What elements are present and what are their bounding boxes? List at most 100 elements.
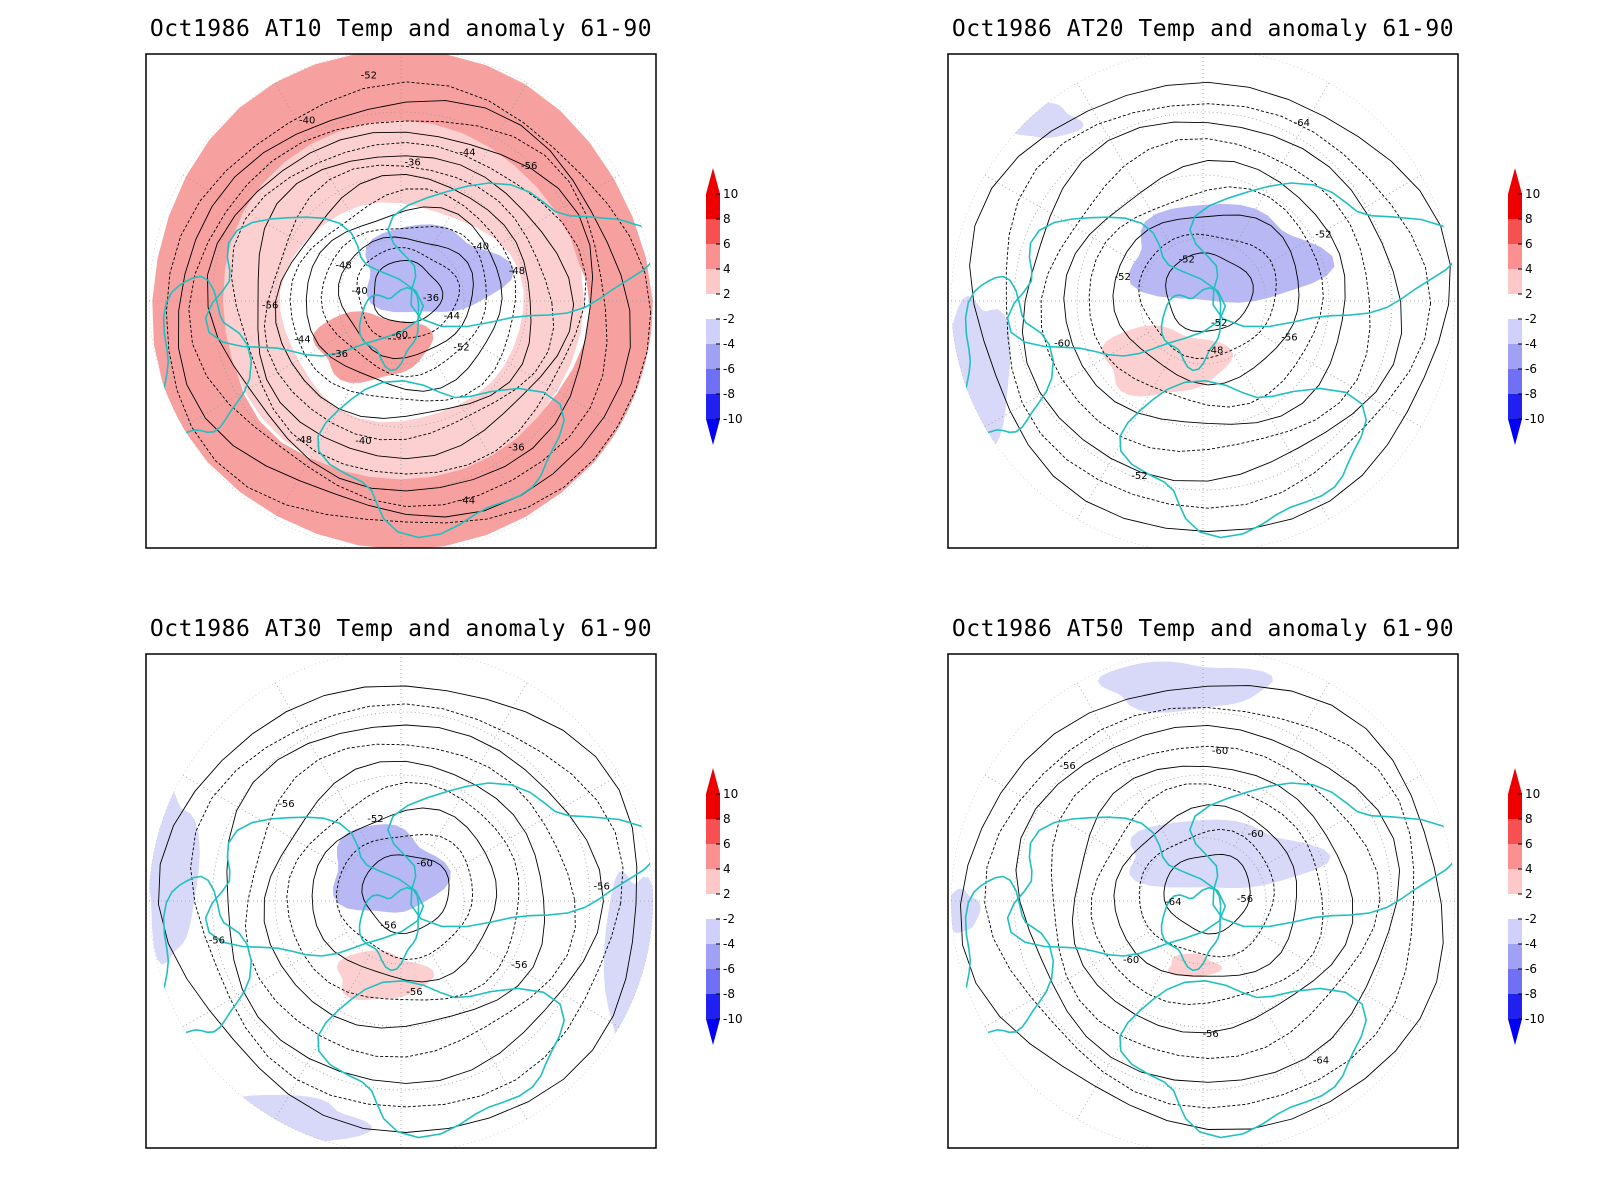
- temperature-contour: [286, 781, 520, 1001]
- latitude-gridline: [1076, 174, 1330, 428]
- coastline: [1189, 182, 1455, 328]
- panel-frame: [947, 53, 1459, 549]
- contour-label: -36: [332, 349, 348, 360]
- latitude-gridline: [1013, 711, 1393, 1091]
- contour-label: -36: [508, 443, 524, 454]
- contour-label: -60: [417, 858, 433, 869]
- contour-label: -48: [335, 261, 351, 272]
- coastline: [1119, 379, 1368, 539]
- contour-label: -56: [278, 799, 294, 810]
- colorbar-label: 10: [1525, 787, 1540, 801]
- contour-label: -52: [453, 342, 469, 353]
- temperature-contour: [361, 854, 450, 935]
- contour-label: -60: [1212, 746, 1228, 757]
- colorbar-label: 4: [723, 262, 731, 276]
- latitude-gridline: [211, 711, 591, 1091]
- colorbar: 10 8 6 4 2 -2 -4 -6 -8 -10: [1508, 168, 1545, 445]
- colorbar-segment: [1508, 919, 1522, 944]
- contour-label: -60: [1054, 339, 1070, 350]
- colorbar-segment: [706, 819, 720, 844]
- temperature-contour: [190, 703, 624, 1108]
- colorbar-label: -8: [723, 387, 735, 401]
- panel-title: Oct1986 AT50 Temp and anomaly 61-90: [951, 616, 1455, 642]
- colorbar-label: -2: [1525, 312, 1537, 326]
- temperature-contour: [305, 206, 503, 392]
- contour-label: -52: [1178, 254, 1194, 265]
- colorbar-label: -8: [723, 987, 735, 1001]
- latitude-gridline: [1013, 111, 1393, 491]
- temperature-contour: [1138, 233, 1277, 359]
- colorbar: 10 8 6 4 2 -2 -4 -6 -8 -10: [706, 168, 743, 445]
- map-panel-3: -56 -52 -56 -56 -60 -56 -56 -56 10 8 6 4 2 -2 -4 -6 -8 -1…: [145, 653, 743, 1149]
- colorbar-label: -10: [1525, 1012, 1545, 1026]
- contour-label: -36: [404, 157, 420, 168]
- colorbar-label: -10: [1525, 412, 1545, 426]
- colorbar-segment: [1508, 319, 1522, 344]
- contour-label: -44: [444, 311, 460, 322]
- colorbar: 10 8 6 4 2 -2 -4 -6 -8 -10: [1508, 768, 1545, 1045]
- contour-label: -52: [361, 70, 377, 81]
- temperature-contour: [263, 164, 555, 441]
- latitude-gridline: [274, 774, 528, 1028]
- anomaly-shading: [603, 870, 653, 1094]
- colorbar-segment: [1508, 894, 1522, 919]
- coastline: [161, 275, 253, 435]
- colorbar-segment: [1508, 844, 1522, 869]
- temperature-contour: [1063, 160, 1346, 425]
- contour-label: -40: [351, 286, 367, 297]
- colorbar-segment: [1508, 994, 1522, 1019]
- contour-label: -56: [1281, 332, 1297, 343]
- temperature-contour: [231, 142, 587, 475]
- colorbar-label: -4: [1525, 337, 1537, 351]
- temperature-contour: [1138, 828, 1275, 958]
- panel-title: Oct1986 AT20 Temp and anomaly 61-90: [951, 16, 1455, 42]
- colorbar-label: -4: [723, 337, 735, 351]
- coastline: [963, 875, 1055, 1035]
- colorbar-label: -10: [723, 1012, 743, 1026]
- colorbar-label: -6: [1525, 962, 1537, 976]
- colorbar-label: 10: [1525, 187, 1540, 201]
- colorbar-label: 2: [1525, 287, 1533, 301]
- temperature-contour: [1021, 121, 1403, 482]
- colorbar-label: 6: [1525, 837, 1533, 851]
- temperature-contour: [226, 724, 604, 1084]
- colorbar-tip-bottom: [1508, 1019, 1522, 1045]
- colorbar-label: -2: [1525, 912, 1537, 926]
- temperature-contour: [244, 743, 576, 1058]
- temperature-contour: [257, 155, 575, 460]
- colorbar-label: 8: [1525, 812, 1533, 826]
- hemisphere-disk: [951, 654, 1455, 1148]
- contour-label: -52: [367, 814, 383, 825]
- anomaly-shading: [1167, 953, 1223, 978]
- temperature-contour: [320, 226, 487, 378]
- panel-title: Oct1986 AT10 Temp and anomaly 61-90: [149, 16, 653, 42]
- coastline: [387, 182, 653, 328]
- temperature-contour: [984, 707, 1415, 1109]
- temperature-contour: [1005, 103, 1432, 509]
- colorbar-label: -6: [723, 962, 735, 976]
- coastline: [1119, 979, 1368, 1139]
- contour-label: -56: [1059, 761, 1075, 772]
- colorbar-segment: [706, 269, 720, 294]
- colorbar-label: 4: [1525, 862, 1533, 876]
- colorbar-tip-top: [706, 168, 720, 194]
- coastline: [161, 875, 253, 1035]
- contour-label: -40: [473, 242, 489, 253]
- contour-label: -60: [1123, 955, 1139, 966]
- colorbar-segment: [706, 219, 720, 244]
- contour-label: -52: [1115, 272, 1131, 283]
- panel-title: Oct1986 AT30 Temp and anomaly 61-90: [149, 616, 653, 642]
- colorbar-label: 2: [723, 887, 731, 901]
- temperature-contour: [165, 81, 652, 524]
- colorbar-segment: [706, 869, 720, 894]
- colorbar-segment: [706, 369, 720, 394]
- panel-frame: [145, 653, 657, 1149]
- contour-label: -56: [209, 936, 225, 947]
- contour-label: -56: [1237, 894, 1253, 905]
- contour-label: -52: [1131, 471, 1147, 482]
- colorbar-label: 4: [1525, 262, 1533, 276]
- temperature-contour: [1112, 214, 1300, 386]
- coastline: [204, 216, 425, 357]
- temperature-contour: [207, 131, 594, 492]
- contour-label: -44: [459, 496, 475, 507]
